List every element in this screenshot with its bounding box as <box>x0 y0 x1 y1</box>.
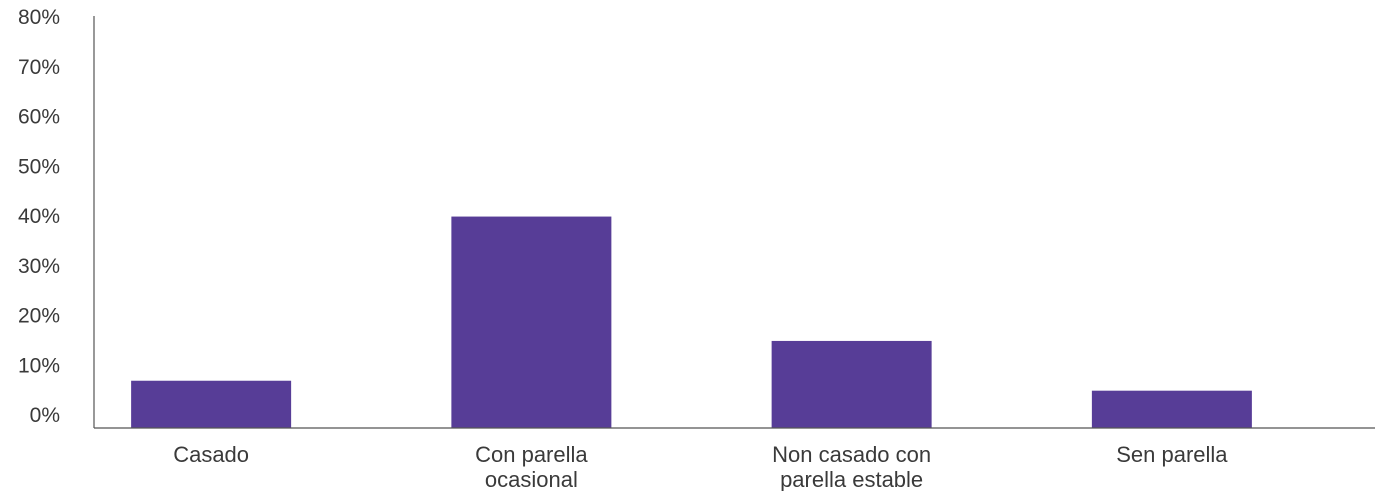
bar <box>771 340 932 428</box>
y-tick-label: 50% <box>18 155 60 178</box>
x-category-label: Con parella ocasional <box>475 442 588 491</box>
bar <box>131 380 292 428</box>
x-axis-labels: Casado Con parella ocasional Non casado con… <box>173 442 1228 491</box>
y-tick-label: 30% <box>18 255 60 278</box>
bar <box>451 216 612 428</box>
y-tick-label: 80% <box>18 6 60 29</box>
y-tick-label: 10% <box>18 354 60 377</box>
y-tick-label: 0% <box>30 404 60 427</box>
y-axis-ticks: 0% 10% 20% 30% 40% 50% 60% 70% 80% <box>18 6 60 427</box>
x-category-label: Sen parella <box>1116 442 1228 467</box>
y-tick-label: 20% <box>18 305 60 328</box>
x-category-label: Casado <box>173 442 249 467</box>
y-tick-label: 40% <box>18 205 60 228</box>
bar-series <box>131 216 1252 428</box>
y-tick-label: 70% <box>18 56 60 79</box>
bar <box>1091 390 1252 428</box>
x-category-label: Non casado con parella estable <box>772 442 931 491</box>
y-tick-label: 60% <box>18 106 60 129</box>
